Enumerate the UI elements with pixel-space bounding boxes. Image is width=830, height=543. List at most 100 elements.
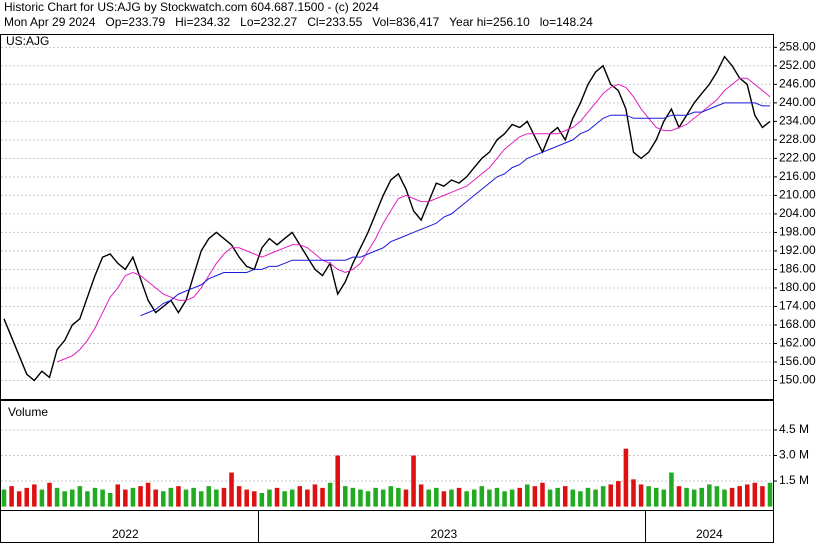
volume-bar — [85, 491, 90, 507]
y-tick-label: 210.00 — [779, 188, 816, 202]
volume-bar — [479, 486, 485, 507]
volume-bar — [206, 486, 212, 507]
volume-bar — [297, 486, 303, 507]
volume-bar — [236, 486, 242, 507]
volume-bar — [434, 487, 439, 507]
y-tick-label: 258.00 — [779, 40, 816, 54]
y-tick-label: 240.00 — [779, 95, 816, 109]
volume-bar — [282, 491, 287, 507]
volume-bar — [214, 489, 219, 507]
x-tick-label: 2022 — [112, 527, 139, 541]
y-tick-label: 216.00 — [779, 169, 816, 183]
volume-bar — [661, 489, 667, 507]
volume-bar — [244, 489, 249, 507]
volume-bar — [729, 487, 735, 507]
volume-bar — [305, 489, 310, 507]
volume-bar — [100, 489, 105, 507]
volume-bar — [456, 487, 462, 507]
volume-bar — [699, 487, 705, 507]
y-tick-label: 4.5 M — [779, 422, 809, 436]
y-tick-label: 222.00 — [779, 151, 816, 165]
volume-bar — [168, 487, 174, 507]
y-tick-label: 150.00 — [779, 373, 816, 387]
volume-bar — [92, 487, 98, 507]
volume-bar — [335, 455, 340, 507]
volume-bar — [289, 489, 295, 507]
volume-bar — [540, 482, 545, 507]
y-tick-label: 174.00 — [779, 299, 816, 313]
volume-bar — [760, 486, 765, 507]
y-tick-label: 162.00 — [779, 336, 816, 350]
volume-bar — [229, 472, 234, 507]
volume-bar — [707, 484, 712, 507]
volume-bar — [767, 482, 773, 507]
price-line — [56, 77, 771, 363]
y-tick-label: 252.00 — [779, 58, 816, 72]
volume-bar — [638, 484, 644, 507]
y-tick-label: 246.00 — [779, 77, 816, 91]
volume-bar — [494, 487, 500, 507]
volume-bar — [464, 491, 469, 507]
x-tick-label: 2024 — [696, 527, 723, 541]
volume-bar — [509, 489, 515, 507]
volume-bar — [9, 486, 14, 507]
y-tick-label: 156.00 — [779, 354, 816, 368]
volume-bar — [631, 479, 636, 507]
volume-bar — [16, 491, 22, 507]
volume-bar — [623, 448, 629, 507]
volume-bar — [343, 486, 348, 507]
volume-bar — [312, 484, 318, 507]
y-tick-label: 186.00 — [779, 262, 816, 276]
volume-bar — [547, 489, 553, 507]
header-line: Mon Apr 29 2024 Op=233.79 Hi=234.32 Lo=2… — [4, 15, 593, 29]
volume-bar — [183, 489, 189, 507]
volume-bar — [608, 484, 614, 507]
price-line — [140, 102, 770, 317]
volume-bar — [616, 481, 621, 507]
volume-bar — [274, 487, 280, 507]
price-line — [3, 55, 771, 382]
volume-bar — [517, 487, 522, 507]
volume-bar — [107, 492, 113, 507]
volume-bar — [267, 489, 272, 507]
volume-bar — [198, 491, 204, 507]
volume-bar — [115, 484, 121, 507]
volume-bar — [39, 489, 45, 507]
volume-bar — [600, 486, 606, 507]
volume-bar — [525, 484, 530, 507]
volume-bar — [69, 489, 75, 507]
y-tick-label: 198.00 — [779, 225, 816, 239]
y-tick-label: 192.00 — [779, 243, 816, 257]
volume-bar — [176, 486, 181, 507]
volume-bar — [449, 489, 454, 507]
volume-bar — [744, 484, 750, 507]
y-tick-label: 3.0 M — [779, 448, 809, 462]
volume-bar — [153, 489, 158, 507]
volume-bar — [411, 455, 416, 507]
volume-bar — [350, 487, 356, 507]
volume-bar — [714, 486, 720, 507]
x-tick-label: 2023 — [431, 527, 458, 541]
volume-bar — [221, 487, 227, 507]
volume-bar — [130, 487, 136, 507]
volume-bar — [570, 489, 576, 507]
volume-bar — [669, 472, 674, 507]
volume-bar — [373, 487, 378, 507]
volume-bar — [752, 482, 758, 507]
volume-bar — [722, 489, 727, 507]
volume-bar — [418, 484, 424, 507]
panel-label: Volume — [8, 405, 48, 419]
volume-bar — [562, 486, 568, 507]
volume-bar — [380, 489, 386, 507]
volume-bar — [77, 486, 83, 507]
volume-bar — [24, 487, 30, 507]
volume-bar — [676, 486, 682, 507]
y-tick-label: 228.00 — [779, 132, 816, 146]
y-tick-label: 180.00 — [779, 280, 816, 294]
volume-bar — [160, 491, 166, 507]
y-tick-label: 234.00 — [779, 114, 816, 128]
header-line: Historic Chart for US:AJG by Stockwatch.… — [4, 0, 379, 14]
volume-bar — [426, 489, 431, 507]
volume-bar — [320, 487, 325, 507]
